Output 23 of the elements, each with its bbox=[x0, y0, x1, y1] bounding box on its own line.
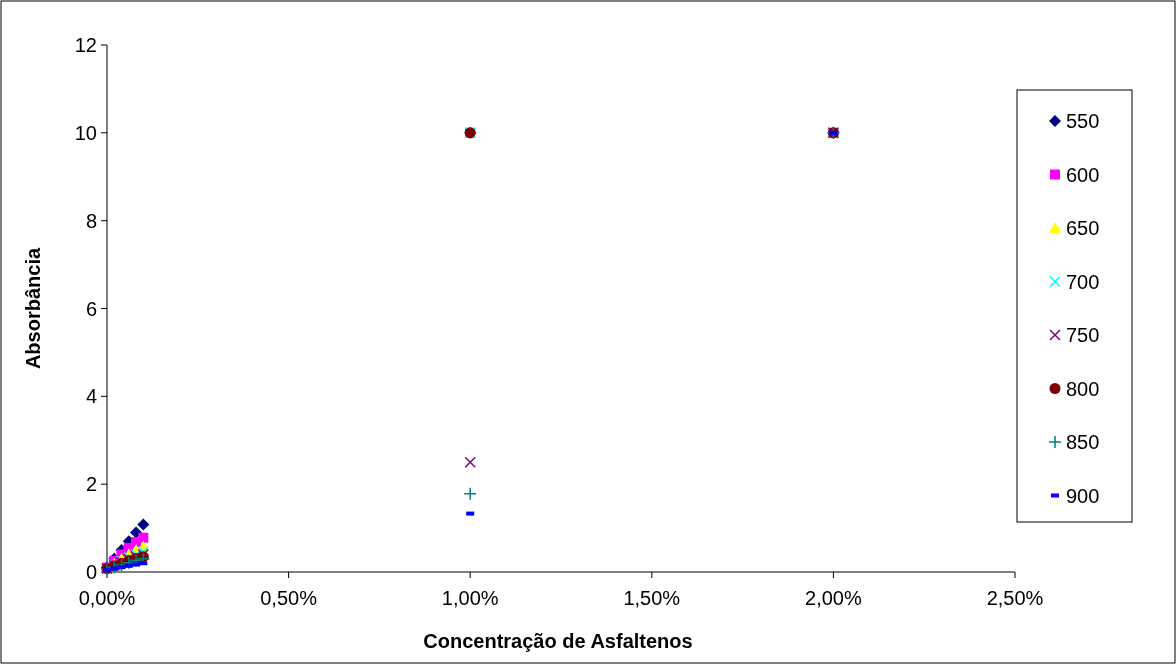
x-tick-label: 1,50% bbox=[623, 587, 681, 609]
x-axis-title: Concentração de Asfaltenos bbox=[423, 630, 693, 652]
legend-label: 600 bbox=[1066, 163, 1100, 186]
legend-label: 850 bbox=[1066, 431, 1100, 453]
legend-label: 550 bbox=[1066, 110, 1100, 132]
x-tick-label: 2,00% bbox=[805, 587, 862, 609]
y-tick-label: 12 bbox=[74, 34, 97, 56]
legend-label: 800 bbox=[1066, 377, 1100, 400]
x-tick-label: 1,00% bbox=[441, 587, 499, 609]
legend-label: 650 bbox=[1066, 217, 1100, 239]
y-tick-label: 6 bbox=[85, 297, 97, 320]
y-axis-title: Absorbância bbox=[22, 247, 44, 370]
y-tick-label: 10 bbox=[74, 121, 97, 144]
x-tick-label: 0,00% bbox=[78, 587, 136, 609]
x-tick-label: 0,50% bbox=[260, 587, 318, 609]
y-tick-label: 4 bbox=[85, 385, 97, 408]
legend-label: 700 bbox=[1066, 270, 1100, 293]
legend-label: 900 bbox=[1066, 484, 1100, 507]
y-tick-label: 0 bbox=[85, 561, 97, 583]
y-tick-label: 2 bbox=[85, 473, 97, 496]
legend-label: 750 bbox=[1066, 324, 1100, 346]
x-tick-label: 2,50% bbox=[986, 587, 1044, 609]
y-tick-label: 8 bbox=[85, 209, 97, 232]
